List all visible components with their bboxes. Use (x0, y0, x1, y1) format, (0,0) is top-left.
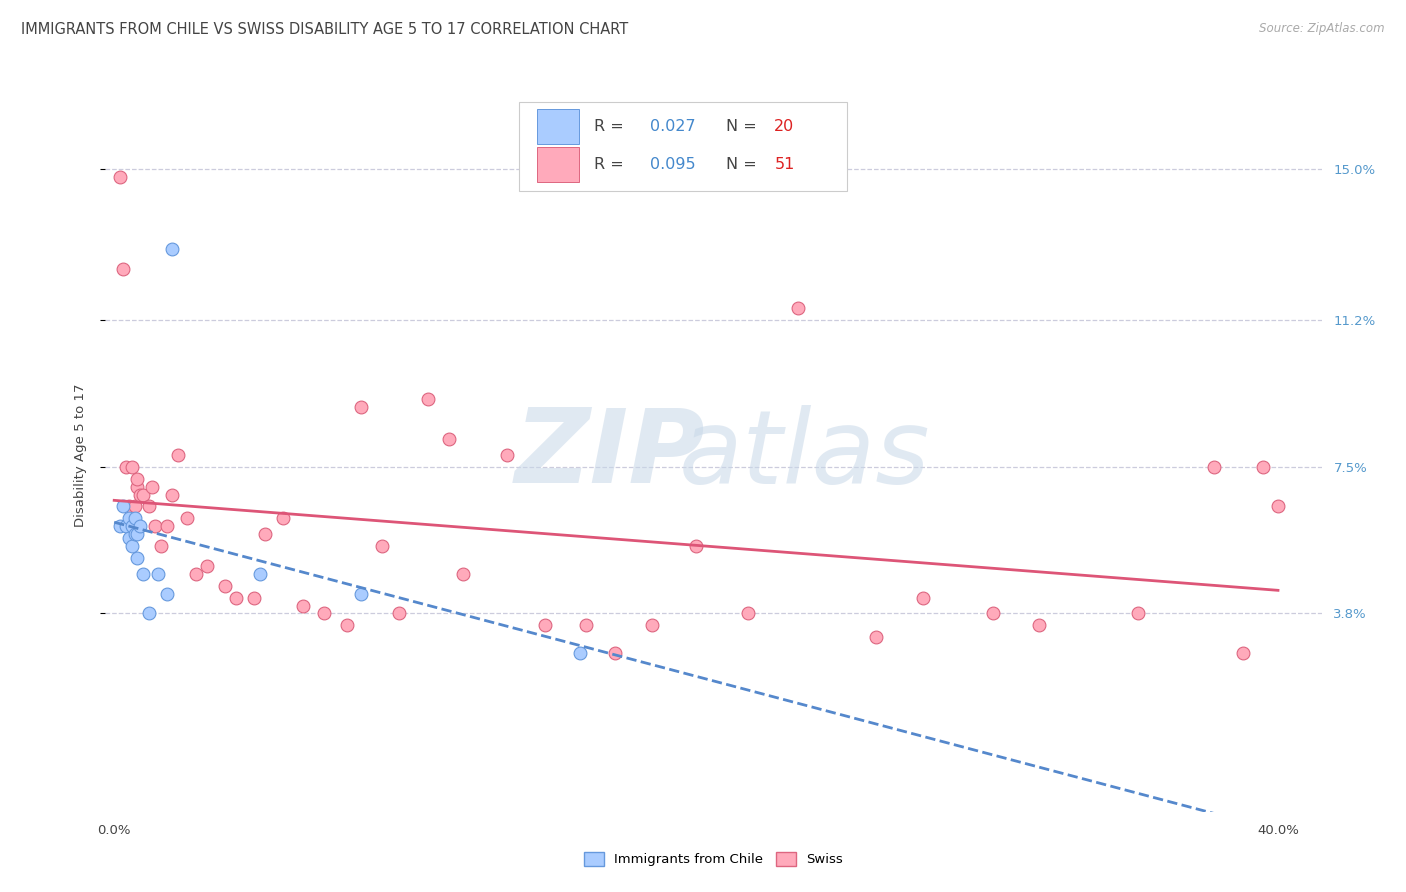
Point (865, 630, 887, 644)
Point (195, 558, 218, 573)
FancyBboxPatch shape (519, 102, 848, 191)
Point (350, 587, 373, 601)
Point (138, 607, 160, 621)
Text: ZIP: ZIP (515, 404, 706, 506)
Point (911, 591, 934, 605)
Point (981, 607, 1004, 621)
Point (124, 500, 146, 514)
Point (243, 591, 266, 605)
Text: 0.027: 0.027 (651, 119, 696, 134)
Point (108, 519, 131, 533)
Point (127, 472, 149, 486)
Point (437, 432, 460, 446)
Point (292, 599, 315, 613)
Text: Source: ZipAtlas.com: Source: ZipAtlas.com (1260, 22, 1385, 36)
Point (568, 646, 591, 660)
Text: R =: R = (595, 157, 630, 172)
Point (127, 527, 149, 541)
Point (108, 170, 131, 185)
Point (124, 527, 146, 541)
Point (350, 401, 373, 415)
Point (371, 539, 394, 553)
Point (685, 539, 707, 553)
Point (162, 487, 184, 501)
Point (138, 500, 160, 514)
Point (533, 618, 555, 632)
Point (118, 531, 141, 545)
Point (496, 448, 519, 462)
Point (603, 646, 626, 660)
Y-axis label: Disability Age 5 to 17: Disability Age 5 to 17 (75, 384, 87, 526)
Point (121, 459, 143, 474)
Point (249, 566, 271, 581)
FancyBboxPatch shape (537, 109, 578, 144)
Point (143, 519, 166, 533)
Point (111, 261, 134, 276)
Text: atlas: atlas (679, 405, 931, 505)
FancyBboxPatch shape (537, 147, 578, 182)
Point (336, 618, 359, 632)
Point (254, 527, 277, 541)
Point (1028, 618, 1050, 632)
Point (184, 566, 207, 581)
Point (121, 539, 143, 553)
Legend: Immigrants from Chile, Swiss: Immigrants from Chile, Swiss (576, 846, 851, 873)
Point (1128, 607, 1150, 621)
Point (114, 519, 136, 533)
Text: N =: N = (725, 157, 762, 172)
Point (127, 551, 149, 566)
Point (214, 579, 236, 593)
Point (418, 392, 440, 407)
Text: R =: R = (595, 119, 630, 134)
Point (787, 301, 810, 316)
Point (111, 500, 134, 514)
Point (1253, 459, 1275, 474)
Text: 20: 20 (775, 119, 794, 134)
Point (132, 487, 155, 501)
Point (155, 587, 177, 601)
Point (167, 448, 190, 462)
Point (1202, 459, 1225, 474)
Point (141, 480, 163, 494)
Point (641, 618, 664, 632)
Point (176, 511, 198, 525)
Point (124, 511, 146, 525)
Point (121, 519, 143, 533)
Point (149, 539, 172, 553)
Point (737, 607, 759, 621)
Point (312, 607, 335, 621)
Point (127, 480, 149, 494)
Point (118, 500, 141, 514)
Point (118, 511, 141, 525)
Point (146, 566, 169, 581)
Point (132, 566, 155, 581)
Text: N =: N = (725, 119, 762, 134)
Point (225, 591, 247, 605)
Point (388, 607, 411, 621)
Point (453, 566, 475, 581)
Point (1267, 500, 1289, 514)
Point (155, 519, 177, 533)
Text: IMMIGRANTS FROM CHILE VS SWISS DISABILITY AGE 5 TO 17 CORRELATION CHART: IMMIGRANTS FROM CHILE VS SWISS DISABILIT… (21, 22, 628, 37)
Text: 0.095: 0.095 (651, 157, 696, 172)
Point (162, 242, 184, 256)
Point (114, 459, 136, 474)
Point (574, 618, 596, 632)
Text: 51: 51 (775, 157, 794, 172)
Point (271, 511, 294, 525)
Point (129, 487, 152, 501)
Point (1232, 646, 1254, 660)
Point (129, 519, 152, 533)
